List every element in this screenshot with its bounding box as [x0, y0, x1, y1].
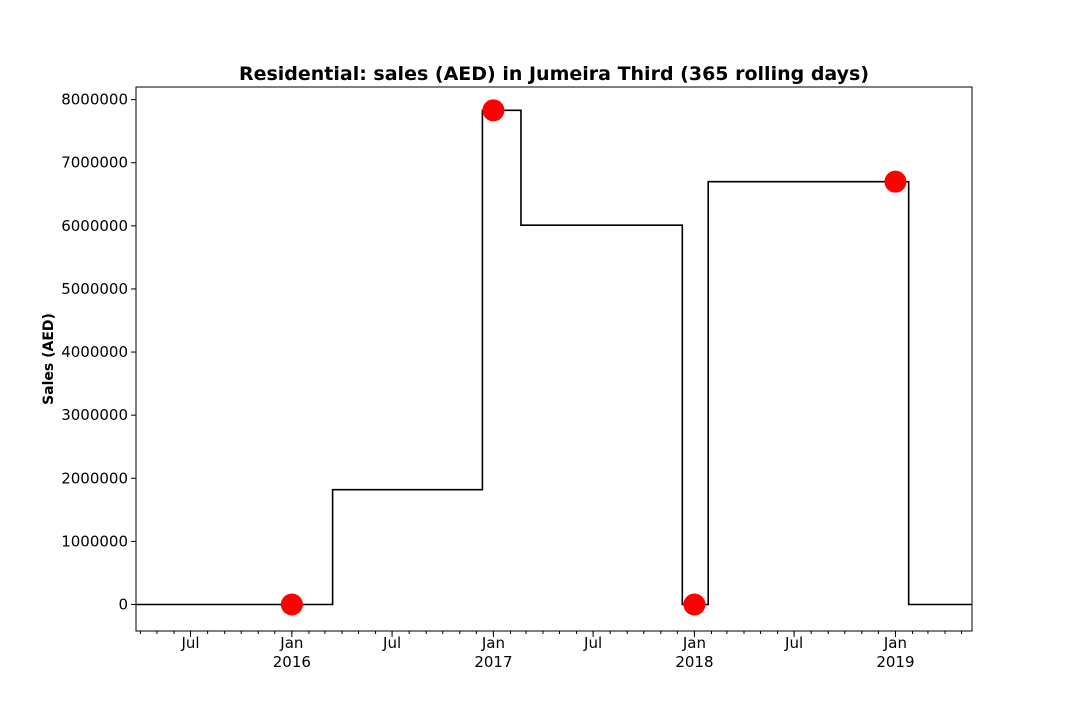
y-tick-label: 8000000	[61, 91, 128, 109]
data-point-marker	[884, 170, 907, 193]
y-tick-label: 3000000	[61, 406, 128, 424]
data-point-marker	[482, 99, 505, 122]
y-tick-label: 7000000	[61, 154, 128, 172]
y-axis-label: Sales (AED)	[41, 313, 57, 405]
x-tick-label: Jul	[784, 634, 803, 652]
y-tick-label: 4000000	[61, 343, 128, 361]
chart-title: Residential: sales (AED) in Jumeira Thir…	[239, 63, 869, 85]
x-tick-label: Jul	[180, 634, 199, 652]
x-tick-label: 2016	[273, 653, 311, 671]
x-tick-label: 2019	[876, 653, 914, 671]
x-tick-label: 2017	[474, 653, 512, 671]
x-tick-label: Jan	[682, 634, 706, 652]
y-tick-label: 1000000	[61, 532, 128, 550]
x-tick-label: Jan	[279, 634, 303, 652]
sales-step-line	[136, 109, 972, 606]
x-tick-label: Jul	[583, 634, 602, 652]
x-tick-label: Jul	[382, 634, 401, 652]
y-tick-label: 5000000	[61, 280, 128, 298]
y-tick-label: 2000000	[61, 469, 128, 487]
x-tick-label: Jan	[481, 634, 505, 652]
y-tick-label: 0	[118, 595, 128, 613]
x-tick-label: 2018	[675, 653, 713, 671]
data-point-marker	[280, 593, 303, 616]
data-point-marker	[683, 593, 706, 616]
x-tick-label: Jan	[883, 634, 907, 652]
y-tick-label: 6000000	[61, 217, 128, 235]
axes-frame	[135, 86, 973, 632]
plot-area: 0 1000000 2000000 3000000 4000000 5000000 6000…	[61, 91, 972, 671]
